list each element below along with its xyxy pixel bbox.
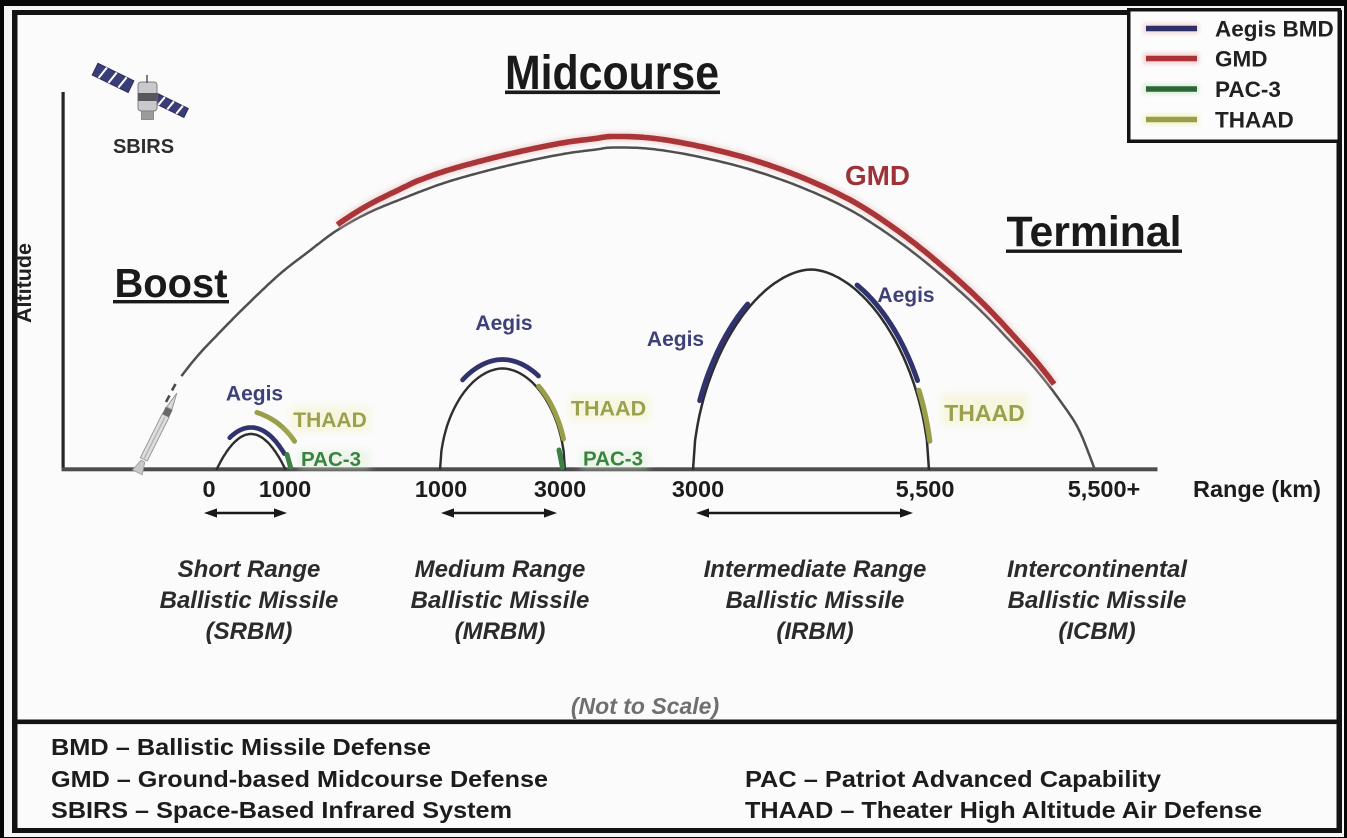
- svg-text:Intermediate Range: Intermediate Range: [704, 556, 927, 583]
- svg-text:Ballistic Missile: Ballistic Missile: [411, 587, 590, 614]
- svg-text:PAC – Patriot Advanced Capabil: PAC – Patriot Advanced Capability: [745, 766, 1161, 792]
- svg-text:Terminal: Terminal: [1007, 208, 1182, 256]
- svg-text:GMD: GMD: [845, 160, 910, 191]
- svg-text:PAC-3: PAC-3: [301, 448, 361, 471]
- svg-text:THAAD: THAAD: [293, 409, 367, 432]
- svg-text:Aegis: Aegis: [877, 284, 934, 307]
- svg-text:Short Range: Short Range: [178, 556, 321, 583]
- svg-text:Aegis: Aegis: [226, 383, 283, 406]
- svg-text:SBIRS – Space-Based Infrared S: SBIRS – Space-Based Infrared System: [51, 797, 512, 823]
- svg-text:BMD – Ballistic Missile Defens: BMD – Ballistic Missile Defense: [51, 734, 431, 760]
- svg-text:3000: 3000: [534, 476, 586, 502]
- svg-text:(IRBM): (IRBM): [776, 618, 853, 645]
- svg-text:1000: 1000: [415, 476, 467, 502]
- svg-text:Medium Range: Medium Range: [415, 556, 586, 583]
- svg-text:(Not to Scale): (Not to Scale): [571, 693, 719, 719]
- svg-text:Ballistic Missile: Ballistic Missile: [160, 587, 339, 614]
- svg-text:0: 0: [202, 476, 215, 502]
- svg-text:(ICBM): (ICBM): [1058, 618, 1135, 645]
- svg-text:5,500+: 5,500+: [1068, 476, 1141, 502]
- svg-text:(MRBM): (MRBM): [455, 618, 546, 645]
- svg-text:Aegis BMD: Aegis BMD: [1215, 17, 1334, 42]
- svg-text:Ballistic Missile: Ballistic Missile: [1008, 587, 1187, 614]
- svg-text:Aegis: Aegis: [647, 328, 704, 351]
- svg-text:1000: 1000: [259, 476, 311, 502]
- svg-text:GMD – Ground-based Midcourse D: GMD – Ground-based Midcourse Defense: [51, 766, 548, 792]
- svg-text:GMD: GMD: [1215, 47, 1268, 72]
- svg-text:THAAD: THAAD: [571, 397, 646, 421]
- svg-text:Boost: Boost: [115, 260, 228, 306]
- svg-text:Intercontinental: Intercontinental: [1007, 556, 1188, 583]
- svg-text:THAAD – Theater High Altitude: THAAD – Theater High Altitude Air Defens…: [745, 797, 1262, 823]
- svg-text:THAAD: THAAD: [944, 400, 1025, 426]
- svg-text:5,500: 5,500: [896, 476, 955, 502]
- svg-text:Range (km): Range (km): [1193, 476, 1321, 502]
- svg-text:THAAD: THAAD: [1215, 108, 1294, 133]
- svg-text:SBIRS: SBIRS: [113, 136, 174, 158]
- svg-text:3000: 3000: [672, 476, 724, 502]
- svg-text:Altitude: Altitude: [12, 243, 36, 323]
- svg-text:Aegis: Aegis: [475, 312, 532, 335]
- svg-text:(SRBM): (SRBM): [206, 618, 293, 645]
- svg-text:PAC-3: PAC-3: [583, 448, 643, 471]
- svg-text:PAC-3: PAC-3: [1215, 77, 1281, 102]
- svg-text:Ballistic Missile: Ballistic Missile: [726, 587, 905, 614]
